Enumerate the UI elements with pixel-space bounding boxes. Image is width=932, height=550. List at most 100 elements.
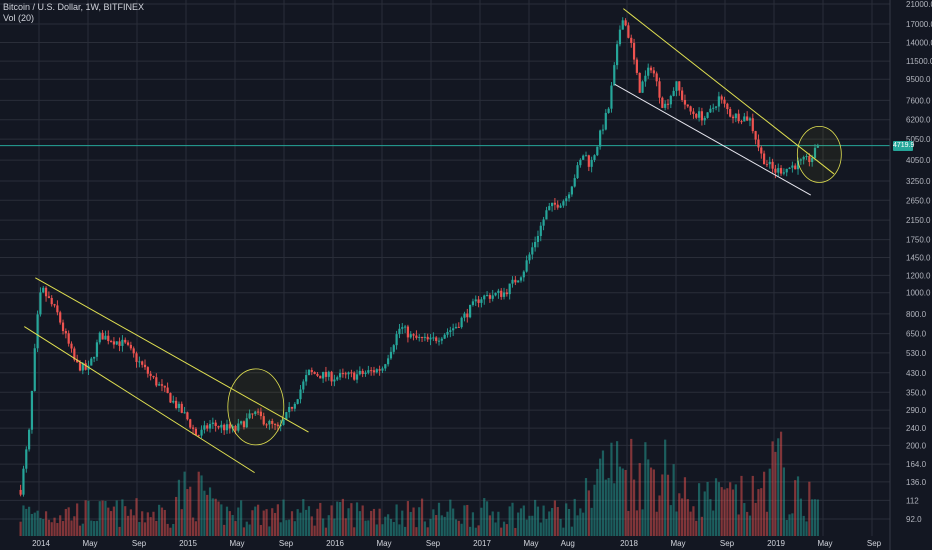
volume-indicator-label[interactable]: Vol (20) (3, 13, 35, 23)
candle-body (613, 65, 616, 86)
candle-body (285, 412, 288, 420)
candle-body (177, 403, 181, 409)
candle-body (514, 279, 517, 283)
x-tick-label: 2015 (179, 539, 197, 548)
candle-body (358, 370, 361, 375)
candle-body (601, 129, 605, 131)
volume-bar (248, 524, 251, 536)
candle-body (392, 345, 395, 352)
candle-body (757, 139, 760, 148)
volume-bar (70, 520, 73, 536)
volume-bar (319, 502, 322, 536)
candle-body (341, 373, 344, 375)
volume-bar (302, 499, 305, 536)
volume-bar (788, 514, 791, 536)
volume-bar (723, 489, 726, 536)
candle-body (307, 369, 311, 376)
volume-bar (740, 475, 743, 536)
candle-body (494, 292, 497, 296)
volume-bar (251, 510, 254, 536)
y-tick-label: 6200.0 (906, 116, 931, 125)
volume-bar (652, 469, 655, 536)
candle-body (700, 111, 704, 121)
candle-body (124, 339, 127, 343)
highlight-ellipse (227, 368, 285, 446)
candle-body (191, 427, 195, 429)
volume-bar (582, 512, 585, 536)
volume-bar (401, 510, 404, 536)
candle-body (692, 111, 695, 114)
volume-bar (220, 504, 223, 536)
volume-bar (627, 510, 630, 536)
candle-body (389, 351, 393, 359)
candle-body (621, 20, 624, 30)
x-tick-label: Sep (867, 539, 882, 548)
volume-bar (522, 505, 525, 536)
volume-bar (808, 481, 811, 536)
volume-bar (452, 508, 455, 536)
symbol-title[interactable]: Bitcoin / U.S. Dollar, 1W, BITFINEX (3, 2, 145, 12)
candle-body (542, 219, 545, 226)
candle-body (95, 342, 99, 357)
volume-bar (502, 521, 506, 536)
volume-bar (155, 520, 158, 536)
candle-body (587, 155, 590, 167)
volume-bar (729, 482, 732, 536)
volume-bar (460, 523, 463, 536)
volume-bar (706, 481, 709, 536)
candle-body (638, 72, 641, 93)
y-tick-label: 21000.0 (906, 0, 932, 9)
candle-body (779, 168, 783, 174)
volume-bar (50, 522, 53, 536)
candle-body (788, 167, 791, 169)
candle-body (228, 424, 231, 429)
time-axis[interactable]: 2014 May Sep 2015 May Sep 2016 May Sep 2017 May Aug… (0, 0, 891, 550)
volume-bar (454, 519, 458, 536)
volume-bar (333, 518, 336, 536)
candle-body (743, 116, 746, 122)
price-axis[interactable]: 92.0 112 136.0 164.0 200.0 240.0 290.0 350.0 430… (906, 0, 932, 524)
volume-bar (206, 494, 209, 536)
candle-body (466, 313, 469, 318)
volume-bar (618, 466, 622, 536)
volume-bar (570, 526, 573, 536)
candle-body (225, 424, 229, 431)
candle-body (593, 155, 596, 160)
candle-body (480, 299, 483, 303)
candle-body (570, 186, 573, 195)
candle-body (454, 326, 458, 329)
candle-body (627, 25, 630, 38)
last-price-tag: 4719.9 (893, 140, 915, 151)
y-tick-label: 240.0 (906, 424, 927, 433)
candle-body (256, 411, 260, 413)
volume-bar (183, 471, 186, 536)
candle-body (350, 372, 353, 374)
volume-bar (443, 516, 446, 536)
candle-body (469, 304, 472, 318)
volume-bar (505, 524, 508, 536)
x-tick-label: May (82, 539, 97, 548)
candle-body (649, 67, 653, 71)
volume-bar (599, 458, 602, 536)
candle-body (452, 328, 455, 331)
candle-body (109, 341, 113, 343)
volume-bar (305, 509, 308, 536)
candle-body (73, 348, 76, 360)
x-tick-label: 2016 (326, 539, 344, 548)
candle-body (491, 295, 494, 299)
volume-bar (191, 517, 195, 536)
candle-body (56, 305, 59, 313)
volume-bar (101, 500, 104, 536)
candle-body (785, 168, 788, 173)
candle-body (302, 381, 305, 390)
candle-body (259, 411, 263, 417)
volume-bar (791, 513, 794, 536)
x-tick-label: Aug (561, 539, 575, 548)
candle-body (695, 113, 698, 118)
volume-bar (293, 521, 296, 536)
candle-body (59, 312, 62, 323)
volume-bar (273, 512, 277, 536)
volume-bar (56, 523, 59, 536)
